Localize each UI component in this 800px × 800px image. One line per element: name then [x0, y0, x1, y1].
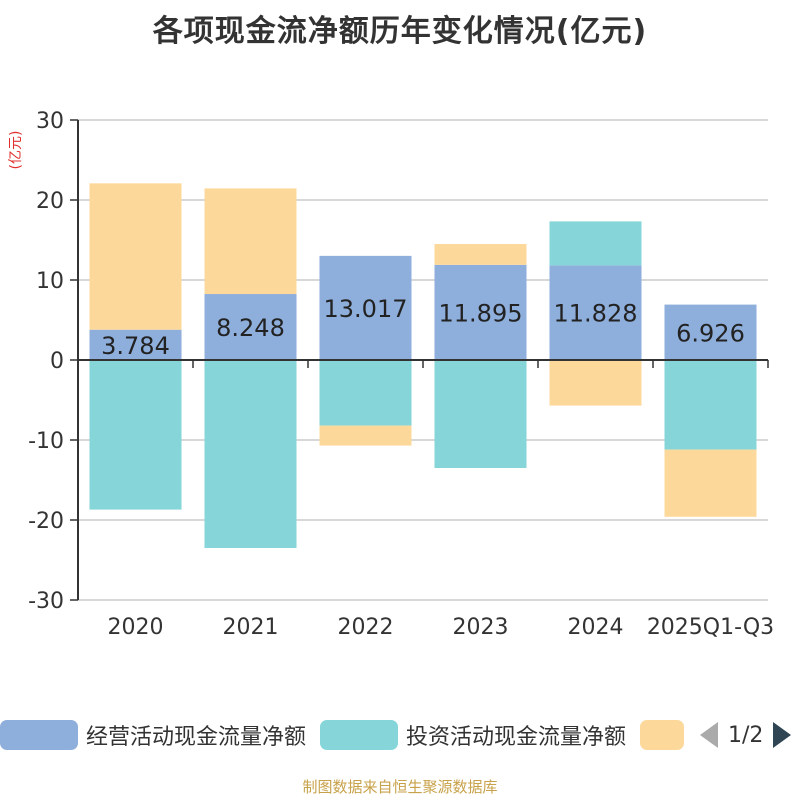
bar-investing-2022 [319, 360, 412, 426]
x-tick-label: 2021 [223, 615, 279, 640]
legend: 经营活动现金流量净额 投资活动现金流量净额 1/2 [0, 714, 800, 756]
legend-item-operating[interactable]: 经营活动现金流量净额 [0, 718, 306, 752]
y-tick-label: 30 [36, 109, 64, 134]
bar-financing-2023 [434, 244, 527, 265]
bar-financing-2024 [549, 360, 642, 406]
y-tick-label: 10 [36, 269, 64, 294]
legend-next-page-icon[interactable] [773, 722, 792, 748]
x-tick-label: 2025Q1-Q3 [647, 615, 774, 640]
bar-operating-2023 [434, 264, 527, 360]
bar-operating-2024 [549, 265, 642, 360]
legend-prev-page-icon[interactable] [700, 722, 718, 748]
x-tick-label: 2023 [453, 615, 509, 640]
bar-investing-2024 [549, 221, 642, 266]
x-tick-label: 2024 [568, 615, 624, 640]
y-tick-label: 0 [50, 349, 64, 374]
bar-operating-2020 [89, 329, 182, 360]
x-tick-label: 2022 [338, 615, 394, 640]
y-tick-label: 20 [36, 189, 64, 214]
y-tick-label: -20 [28, 509, 64, 534]
x-tick-label: 2020 [108, 615, 164, 640]
bar-financing-2020 [89, 183, 182, 330]
bar-financing-2022 [319, 425, 412, 446]
data-source-footer: 制图数据来自恒生聚源数据库 [302, 778, 498, 796]
legend-label-operating: 经营活动现金流量净额 [86, 725, 307, 750]
bar-investing-2023 [434, 360, 527, 468]
legend-label-investing: 投资活动现金流量净额 [406, 725, 627, 750]
legend-pager: 1/2 [700, 718, 792, 752]
legend-item-financing[interactable] [640, 718, 684, 752]
bar-operating-2022 [319, 255, 412, 360]
legend-swatch-operating [0, 720, 78, 750]
legend-page-indicator: 1/2 [728, 722, 764, 748]
data-label: 8.248 [216, 314, 285, 342]
bar-financing-2025Q1-Q3 [664, 449, 757, 517]
data-label: 3.784 [101, 332, 170, 360]
data-label: 13.017 [324, 295, 408, 323]
bar-investing-2025Q1-Q3 [664, 360, 757, 450]
legend-item-investing[interactable]: 投资活动现金流量净额 [320, 718, 626, 752]
legend-swatch-investing [320, 720, 398, 750]
data-label: 6.926 [676, 319, 745, 347]
bar-investing-2021 [204, 360, 297, 548]
chart-title: 各项现金流净额历年变化情况(亿元) [152, 14, 648, 49]
bar-investing-2020 [89, 360, 182, 510]
bar-operating-2025Q1-Q3 [664, 304, 757, 360]
y-tick-label: -30 [28, 589, 64, 614]
data-label: 11.828 [554, 300, 638, 328]
legend-swatch-financing [640, 720, 684, 750]
bar-operating-2021 [204, 294, 297, 360]
y-tick-label: -10 [28, 429, 64, 454]
stacked-bar-chart: 30 20 10 0 -10 -20 -30 3.784 2020 8.248 2021 13.017… [28, 109, 774, 640]
data-label: 11.895 [439, 299, 523, 327]
bar-financing-2021 [204, 188, 297, 295]
